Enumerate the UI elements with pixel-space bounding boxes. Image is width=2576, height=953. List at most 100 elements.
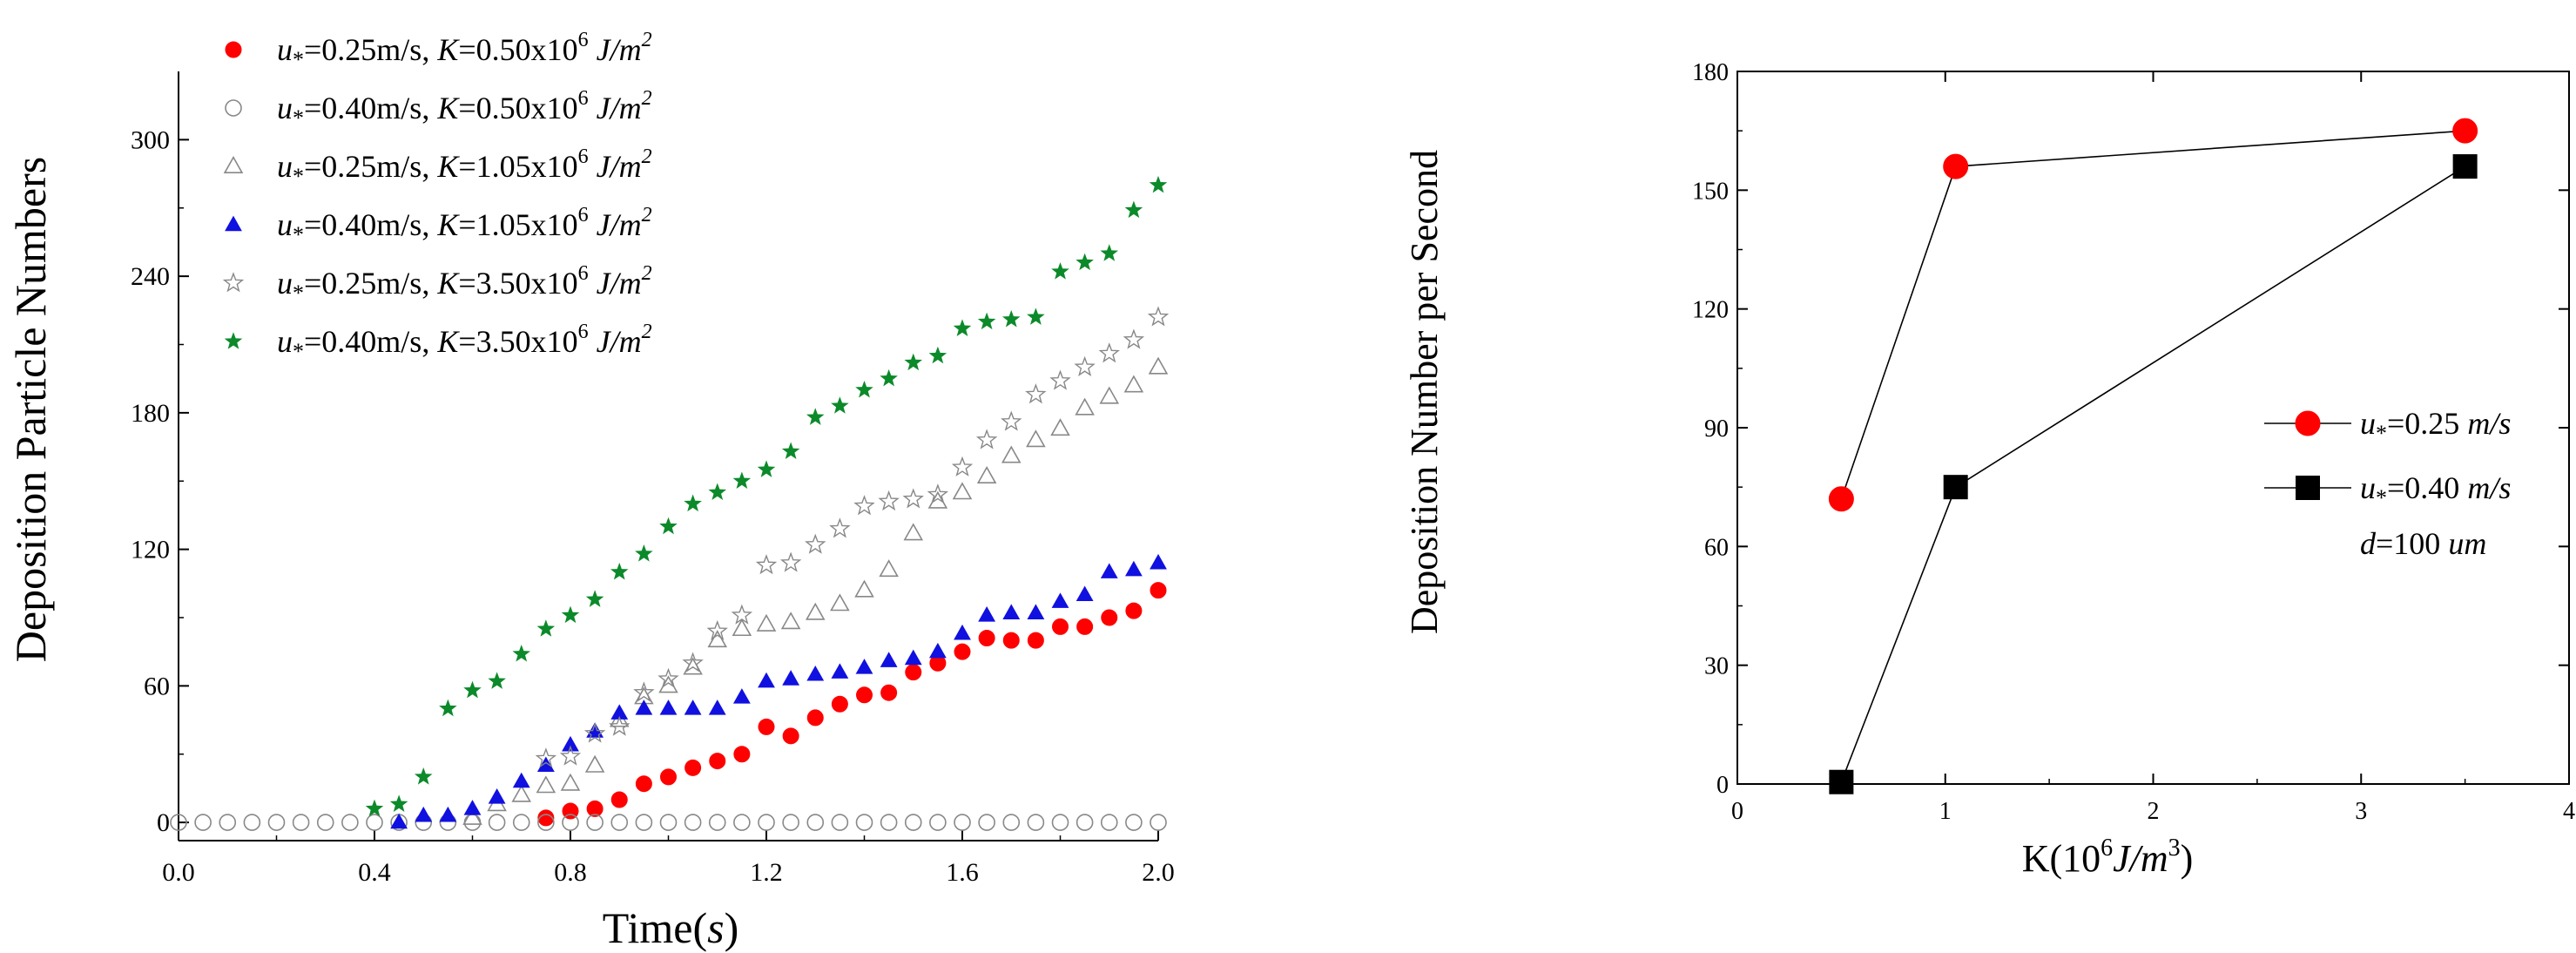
legend-exp: 6	[578, 87, 589, 110]
legend-speed: =0.40m/s,	[304, 91, 437, 125]
left-data-point	[610, 562, 629, 580]
left-data-point	[1001, 309, 1021, 328]
left-data-point	[439, 806, 457, 822]
left-x-tick-label: 0.0	[162, 858, 195, 887]
left-data-point	[831, 814, 849, 831]
legend-unit-exp: 2	[642, 87, 652, 110]
right-series-1	[1829, 154, 2478, 794]
legend-exp: 6	[578, 29, 589, 51]
left-data-point	[635, 544, 653, 562]
left-legend-marker	[224, 332, 243, 349]
left-data-point	[439, 699, 457, 717]
left-data-point	[537, 809, 555, 827]
left-data-point	[682, 652, 704, 673]
legend-unit: m/s	[2467, 470, 2511, 505]
left-data-point	[1147, 306, 1170, 327]
right-x-label-unit: J/m	[2113, 837, 2168, 880]
left-data-point	[463, 814, 482, 831]
left-data-point	[779, 551, 802, 572]
left-data-point	[219, 814, 237, 831]
legend-unit: J/m	[589, 266, 642, 301]
left-data-point	[1125, 814, 1143, 831]
legend-val: =1.05x10	[458, 207, 577, 242]
left-data-point	[562, 814, 579, 831]
left-data-point	[927, 483, 949, 504]
left-x-label-close: )	[725, 903, 739, 952]
legend-unit: J/m	[589, 324, 642, 359]
left-data-point	[415, 806, 433, 822]
left-data-point	[609, 715, 631, 736]
left-data-point	[782, 814, 799, 831]
legend-speed: =0.25m/s,	[304, 266, 437, 301]
left-data-point	[1026, 429, 1046, 448]
left-legend-marker	[222, 272, 245, 293]
left-data-point	[1002, 632, 1020, 649]
left-legend-label: u*=0.25m/s, K=0.50x106 J/m2	[277, 29, 652, 72]
right-data-point	[1943, 475, 1968, 500]
left-data-point	[854, 579, 874, 598]
legend-unit: J/m	[589, 207, 642, 242]
left-data-point	[1050, 418, 1070, 436]
left-data-point	[1002, 814, 1021, 831]
left-data-point	[975, 429, 998, 449]
legend-unit-exp: 2	[642, 29, 652, 51]
legend-u: u	[2360, 406, 2376, 441]
legend-unit-exp: 2	[642, 204, 652, 226]
left-data-point	[805, 533, 826, 554]
left-data-point	[904, 814, 922, 831]
right-y-tick-label: 120	[1692, 297, 1729, 324]
left-data-point	[1027, 814, 1045, 831]
left-data-point	[1101, 609, 1118, 626]
left-data-point	[366, 814, 383, 831]
legend-k: K	[436, 91, 460, 125]
left-x-tick-label: 2.0	[1142, 858, 1175, 887]
left-data-point	[1025, 383, 1047, 404]
left-legend-marker	[225, 215, 242, 232]
right-plot-area: 0 1 2 3 4 0 30 60 90 120 150 180	[1692, 59, 2575, 825]
left-data-point	[1076, 585, 1094, 602]
left-data-point	[1051, 262, 1069, 280]
left-data-point	[559, 745, 582, 766]
legend-unit-exp: 2	[642, 145, 652, 168]
left-y-tick-label: 240	[131, 262, 170, 291]
legend-exp: 6	[578, 321, 589, 343]
right-legend-label: u*=0.40 m/s	[2360, 470, 2511, 510]
left-y-tick-label: 0	[157, 808, 170, 837]
left-data-point	[341, 814, 359, 831]
legend-u: u	[277, 207, 293, 242]
left-data-point	[755, 554, 778, 575]
legend-speed: =0.25m/s,	[304, 32, 437, 67]
legend-u: u	[277, 149, 293, 184]
left-plot-area: 0.0 0.4 0.8 1.2 1.6 2.0 0 60 120 180 240 300	[131, 71, 1175, 887]
legend-u: u	[277, 324, 293, 359]
left-data-point	[267, 814, 286, 831]
left-data-point	[462, 807, 482, 825]
left-data-point	[978, 814, 995, 831]
legend-speed: =0.40m/s,	[304, 324, 437, 359]
legend-unit: J/m	[589, 32, 642, 67]
left-data-point	[536, 619, 556, 637]
right-series-0	[1828, 118, 2478, 512]
legend-k: K	[436, 324, 460, 359]
left-data-point	[537, 814, 555, 831]
right-series-line	[1840, 130, 2465, 500]
left-data-point	[708, 483, 727, 501]
left-data-point	[806, 709, 824, 727]
legend-exp: 6	[578, 262, 589, 285]
left-x-tick-label: 1.2	[750, 858, 783, 887]
right-x-tick-label: 3	[2355, 798, 2367, 825]
left-series-0	[537, 582, 1167, 827]
left-y-tick-label: 300	[131, 125, 170, 154]
legend-u: u	[2360, 470, 2376, 505]
left-data-point	[536, 775, 556, 794]
left-legend-label: u*=0.25m/s, K=1.05x106 J/m2	[277, 145, 652, 189]
left-data-point	[1148, 356, 1169, 375]
left-data-point	[660, 768, 677, 786]
left-x-label-unit: s	[707, 903, 724, 952]
left-data-point	[905, 664, 922, 681]
left-data-point	[903, 523, 924, 541]
left-data-point	[855, 659, 873, 674]
left-data-point	[757, 460, 776, 477]
left-chart: 0.0 0.4 0.8 1.2 1.6 2.0 0 60 120 180 240 300 Deposi…	[6, 29, 1175, 952]
left-data-point	[928, 346, 947, 364]
